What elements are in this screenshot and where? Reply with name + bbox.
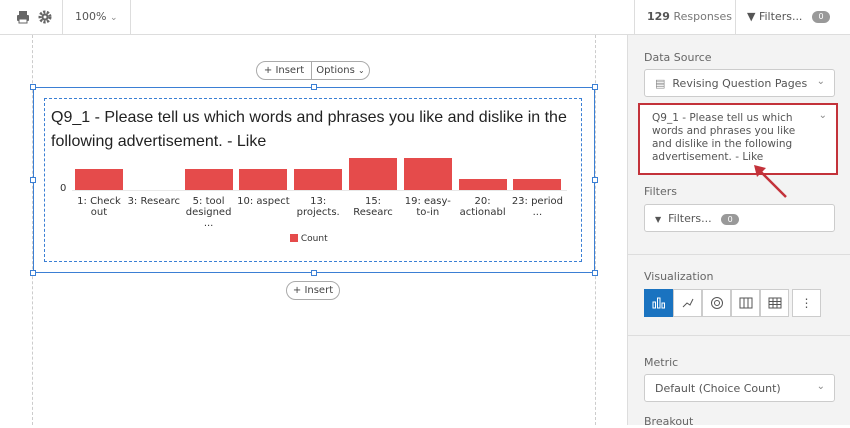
x-tick-label: 5: tool designed ... (185, 196, 232, 229)
bar[interactable] (349, 158, 397, 190)
filters-button[interactable]: ▼ Filters... (747, 10, 802, 23)
zoom-dropdown[interactable]: 100% ⌄ (75, 10, 118, 23)
data-source-label: Data Source (644, 51, 712, 64)
more-vertical-icon: ⋮ (800, 296, 813, 310)
print-icon[interactable] (16, 10, 30, 24)
table-button[interactable] (760, 289, 789, 317)
x-tick-label: 13: projects. (296, 196, 340, 218)
y-tick-label: 0 (60, 183, 67, 194)
chevron-down-icon: ⌄ (816, 381, 825, 392)
page-margin-right (595, 35, 596, 425)
insert-below-button[interactable]: + Insert (286, 281, 340, 300)
resize-handle[interactable] (592, 270, 598, 276)
table-icon (768, 297, 781, 309)
count: 129 (647, 10, 670, 23)
insert-options-group: + Insert Options ⌄ (256, 61, 370, 80)
x-tick-label: 20: actionabl (459, 196, 506, 218)
resize-handle[interactable] (30, 177, 36, 183)
side-panel: Data Source ▤ Revising Question Pages ⌄ Q… (627, 35, 850, 428)
filters-count-badge: 0 (721, 214, 740, 225)
baseline (72, 190, 567, 191)
options-button[interactable]: Options ⌄ (312, 65, 369, 76)
insert-button[interactable]: + Insert (257, 62, 312, 79)
gear-icon[interactable] (38, 10, 52, 24)
filters-count-badge: 0 (812, 11, 830, 23)
x-tick-label: 19: easy-to-in (404, 196, 451, 218)
question-dropdown[interactable]: Q9_1 - Please tell us which words and ph… (638, 103, 838, 175)
bar[interactable] (75, 168, 123, 190)
legend: Count (290, 234, 328, 244)
bar[interactable] (458, 179, 507, 190)
annotation-arrow-icon (754, 165, 787, 198)
more-options-button[interactable]: ⋮ (792, 289, 821, 317)
resize-handle[interactable] (311, 84, 317, 90)
breakdown-bar-icon (739, 297, 752, 309)
line-chart-button[interactable] (673, 289, 702, 317)
insert-label: Insert (275, 65, 305, 76)
x-tick-label: 23: period ... (511, 196, 563, 218)
chevron-down-icon: ⌄ (109, 13, 118, 23)
zoom-value: 100% (75, 10, 107, 23)
resize-handle[interactable] (592, 84, 598, 90)
page-margin-left (32, 35, 33, 425)
toolbar: 100% ⌄ 129 Responses ▼ Filters... 0 (0, 0, 850, 35)
data-source-value: Revising Question Pages (672, 77, 808, 90)
responses-label: Responses (673, 10, 733, 23)
filters-button-label: Filters... (668, 212, 712, 225)
survey-icon: ▤ (655, 77, 666, 90)
filters-button[interactable]: ▼ Filters... 0 (644, 204, 835, 232)
visualization-label: Visualization (644, 270, 714, 283)
bar-chart-button[interactable] (644, 289, 673, 317)
resize-handle[interactable] (30, 270, 36, 276)
line-chart-icon (682, 298, 693, 308)
legend-swatch (290, 234, 298, 242)
filter-icon: ▼ (655, 215, 662, 224)
filter-icon: ▼ (747, 10, 756, 23)
x-tick-label: 3: Researc (127, 196, 181, 207)
chevron-down-icon: ⌄ (818, 110, 827, 121)
bar[interactable] (513, 179, 562, 190)
responses-count: 129 Responses (647, 10, 732, 23)
bar[interactable] (403, 158, 452, 190)
x-tick-label: 15: Researc (353, 196, 393, 218)
widget (44, 98, 582, 262)
legend-label: Count (300, 234, 328, 244)
resize-handle[interactable] (30, 84, 36, 90)
bar[interactable] (294, 168, 343, 190)
metric-dropdown[interactable]: Default (Choice Count) ⌄ (644, 374, 835, 402)
widget-title: Q9_1 - Please tell us which words and ph… (51, 109, 567, 150)
pie-chart-button[interactable] (702, 289, 731, 317)
x-tick-label: 1: Check out (77, 196, 121, 218)
insert-label: Insert (304, 285, 334, 296)
metric-label: Metric (644, 356, 679, 369)
question-value: Q9_1 - Please tell us which words and ph… (652, 112, 796, 163)
chevron-down-icon: ⌄ (358, 66, 365, 75)
resize-handle[interactable] (311, 270, 317, 276)
bar[interactable] (184, 168, 233, 190)
breakout-label: Breakout (644, 415, 694, 428)
resize-handle[interactable] (592, 177, 598, 183)
metric-value: Default (Choice Count) (655, 382, 781, 395)
pie-chart-icon (710, 297, 723, 309)
filters-label: Filters (644, 185, 677, 198)
bar[interactable] (239, 168, 288, 190)
chevron-down-icon: ⌄ (816, 76, 825, 87)
filters-label: Filters... (758, 10, 803, 23)
options-label: Options (316, 65, 355, 76)
data-source-dropdown[interactable]: ▤ Revising Question Pages ⌄ (644, 69, 835, 97)
bar-chart-icon (652, 297, 665, 309)
x-tick-label: 10: aspect (237, 196, 290, 207)
breakdown-bar-button[interactable] (731, 289, 760, 317)
